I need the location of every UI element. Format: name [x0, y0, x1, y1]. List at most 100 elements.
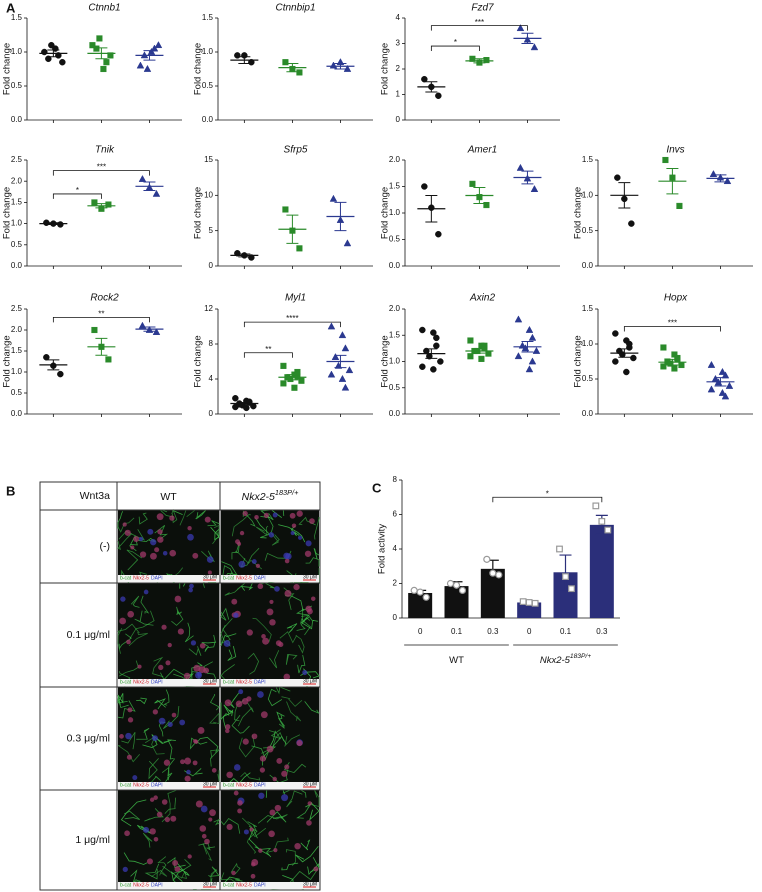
panel-label: C — [372, 480, 382, 495]
nucleus-stain — [305, 605, 312, 613]
nucleus-stain — [233, 764, 241, 771]
nucleus-stain — [120, 596, 126, 602]
nucleus-stain — [266, 608, 274, 616]
y-tick-label: 2.0 — [389, 304, 401, 313]
membrane-stain — [305, 557, 320, 567]
membrane-stain — [210, 869, 217, 883]
nucleus-stain — [126, 639, 131, 645]
point — [678, 361, 685, 369]
y-tick-label: 1.0 — [11, 367, 23, 376]
point — [152, 189, 161, 197]
membrane-stain — [210, 526, 220, 541]
nucleus-stain — [119, 734, 124, 739]
nucleus-stain — [164, 816, 171, 823]
nucleus-stain — [195, 671, 202, 679]
membrane-stain — [136, 697, 148, 705]
y-tick-label: 0.5 — [582, 374, 594, 383]
point — [100, 65, 107, 73]
y-axis-label: Fold activity — [377, 524, 388, 574]
nucleus-stain — [268, 532, 275, 538]
nucleus-stain — [170, 815, 177, 822]
nucleus-stain — [154, 547, 160, 553]
point — [234, 250, 241, 257]
point — [709, 170, 718, 177]
significance-bracket — [623, 326, 721, 332]
y-tick-label: 2 — [396, 64, 401, 73]
nucleus-stain — [259, 767, 266, 773]
y-tick-label: 1.0 — [582, 339, 594, 348]
point — [154, 41, 163, 49]
significance-bracket — [52, 170, 150, 176]
caption-green: b-cat — [223, 783, 235, 789]
nucleus-stain — [276, 758, 283, 764]
membrane-stain — [268, 729, 282, 740]
caption-blue: DAPI — [151, 883, 163, 889]
membrane-stain — [231, 514, 251, 537]
nucleus-stain — [152, 735, 158, 742]
point — [430, 366, 437, 373]
y-tick-label: 0.0 — [389, 409, 401, 418]
label: WT — [449, 655, 464, 666]
nucleus-stain — [238, 560, 246, 568]
nucleus-stain — [122, 522, 127, 527]
point — [287, 375, 294, 383]
membrane-stain — [117, 628, 123, 654]
y-tick-label: 0 — [209, 409, 214, 418]
nucleus-stain — [296, 740, 303, 747]
membrane-stain — [231, 715, 250, 734]
membrane-stain — [257, 814, 288, 824]
point — [626, 340, 633, 348]
membrane-stain — [188, 646, 202, 656]
nucleus-stain — [281, 794, 289, 802]
error-bar — [95, 47, 108, 60]
membrane-stain — [184, 768, 203, 777]
nucleus-stain — [261, 634, 266, 639]
membrane-stain — [213, 818, 221, 826]
nucleus-stain — [260, 711, 268, 719]
error-bar — [143, 181, 156, 192]
point — [721, 392, 730, 400]
caption-strip — [118, 782, 219, 789]
significance-label: ** — [265, 345, 271, 354]
nucleus-stain — [149, 797, 155, 802]
membrane-stain — [313, 548, 320, 560]
micrograph-background — [221, 510, 319, 582]
point — [516, 163, 525, 171]
point — [452, 581, 461, 589]
y-tick-label: 6 — [393, 510, 398, 519]
chart-title: Fzd7 — [471, 3, 494, 14]
significance-label: *** — [475, 18, 484, 27]
membrane-stain — [126, 549, 143, 571]
membrane-stain — [210, 749, 221, 767]
nucleus-stain — [157, 529, 163, 535]
point — [514, 352, 523, 360]
nucleus-stain — [251, 733, 258, 740]
point — [485, 350, 492, 357]
nucleus-stain — [130, 545, 135, 550]
chart-title: Invs — [666, 145, 684, 156]
membrane-stain — [220, 618, 233, 644]
point — [483, 57, 490, 64]
nucleus-stain — [153, 836, 159, 842]
caption: b-cat Nkx2-5 DAPI — [223, 783, 266, 789]
point — [676, 202, 683, 209]
nucleus-stain — [165, 660, 171, 666]
error-bar — [473, 58, 486, 64]
y-tick-label: 2 — [393, 579, 398, 588]
nucleus-stain — [174, 595, 182, 603]
micrograph: b-cat Nkx2-5 DAPI 30 μM — [220, 686, 320, 790]
y-tick-label: 0.0 — [202, 115, 214, 124]
point — [89, 42, 96, 49]
micrograph-background — [221, 790, 319, 889]
membrane-stain — [290, 525, 300, 537]
point — [458, 586, 467, 595]
membrane-stain — [266, 811, 287, 823]
membrane-stain — [224, 582, 246, 596]
caption-red: Nkx2-5 — [133, 783, 149, 789]
point — [562, 573, 569, 580]
significance-label: *** — [97, 163, 106, 172]
caption-red: Nkx2-5 — [133, 883, 149, 889]
point — [433, 334, 440, 342]
caption-strip — [221, 782, 319, 789]
